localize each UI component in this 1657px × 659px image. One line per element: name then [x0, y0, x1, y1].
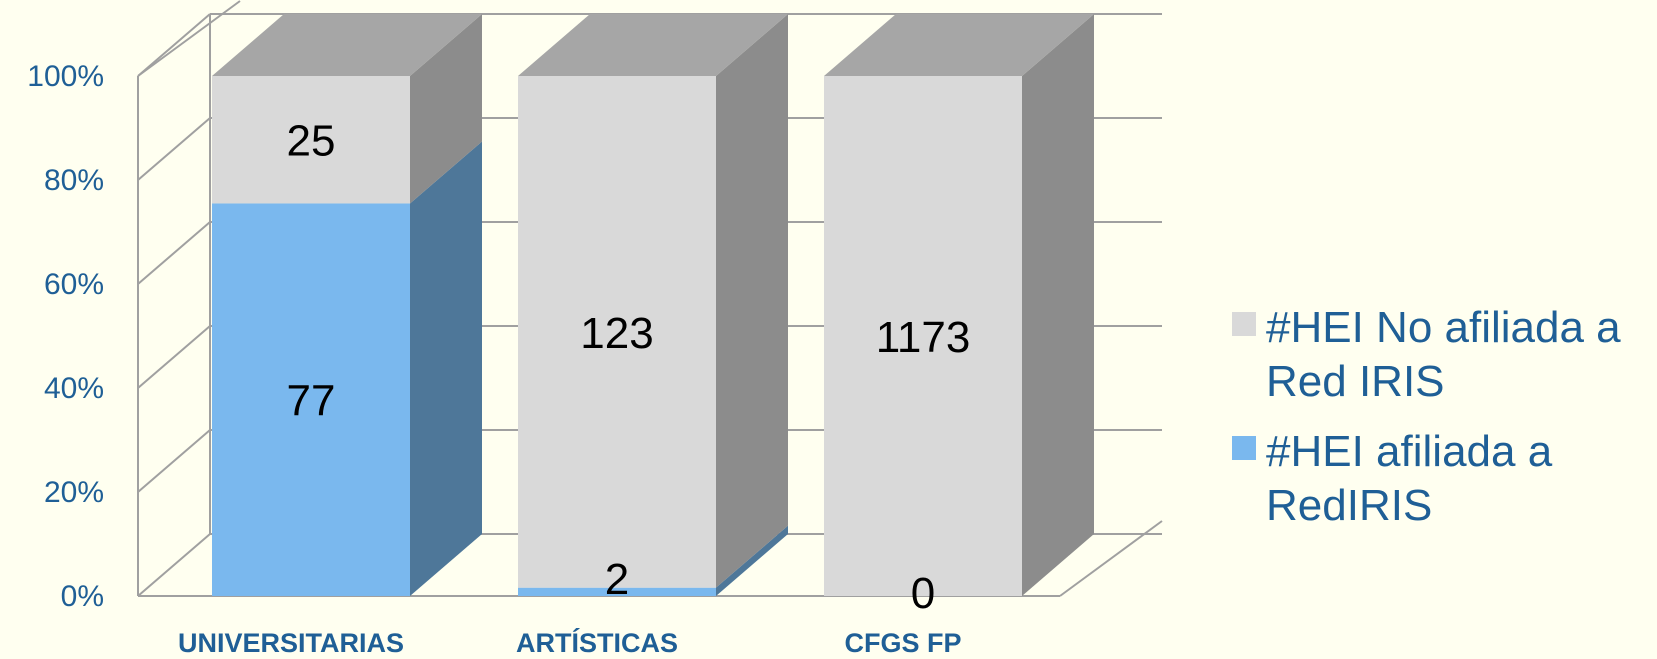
- bar-segment-front: [518, 76, 716, 588]
- y-tick-label: 40%: [44, 372, 104, 405]
- bars: [212, 14, 1094, 596]
- legend-swatch: [1232, 312, 1256, 336]
- bar-segment-side: [1022, 14, 1094, 596]
- data-label: 0: [911, 569, 935, 618]
- bar-top-face: [824, 14, 1094, 76]
- gridline-diagonal: [137, 429, 211, 493]
- gridline-diagonal: [137, 325, 211, 389]
- y-tick-label: 80%: [44, 164, 104, 197]
- legend: #HEI No afiliada a Red IRIS #HEI afiliada …: [1232, 303, 1621, 530]
- bar-segment-side: [410, 14, 482, 204]
- gridline-diagonal: [137, 533, 211, 597]
- x-tick-label: ARTÍSTICAS: [516, 627, 678, 658]
- bar-top-face: [212, 14, 482, 76]
- legend-label: RedIRIS: [1266, 481, 1432, 530]
- y-tick-label: 60%: [44, 268, 104, 301]
- bar-segment-front: [212, 203, 410, 596]
- bar-segment-side: [716, 14, 788, 588]
- data-label: 123: [580, 309, 653, 358]
- x-tick-label: CFGS FP: [844, 628, 961, 658]
- data-label: 2: [605, 555, 629, 604]
- gridline-diagonal: [137, 117, 211, 181]
- top-side-line: [137, 0, 241, 77]
- bar-segment-front: [212, 76, 410, 204]
- bar-segment-front: [518, 587, 716, 596]
- bar-top-face: [518, 14, 788, 76]
- legend-label: Red IRIS: [1266, 357, 1445, 406]
- bar-segment-side: [716, 525, 788, 596]
- y-axis-ticks: 0% 20% 40% 60% 80% 100%: [27, 60, 104, 613]
- y-tick-label: 100%: [27, 60, 104, 93]
- data-label: 25: [287, 117, 336, 166]
- y-tick-label: 20%: [44, 476, 104, 509]
- x-axis-ticks: UNIVERSITARIAS ARTÍSTICAS CFGS FP: [178, 627, 962, 658]
- bar-segment-front: [824, 76, 1022, 596]
- legend-label: #HEI afiliada a: [1266, 427, 1553, 476]
- legend-swatch: [1232, 436, 1256, 460]
- y-tick-label: 0%: [61, 580, 104, 613]
- bar-segment-side: [410, 141, 482, 596]
- x-tick-label: UNIVERSITARIAS: [178, 628, 404, 658]
- data-labels: 77 25 2 123 0 1173: [287, 117, 971, 618]
- gridline-diagonal: [137, 13, 211, 77]
- data-label: 77: [287, 377, 336, 426]
- data-label: 1173: [876, 313, 971, 362]
- legend-label: #HEI No afiliada a: [1266, 303, 1621, 352]
- gridline-diagonal: [137, 221, 211, 285]
